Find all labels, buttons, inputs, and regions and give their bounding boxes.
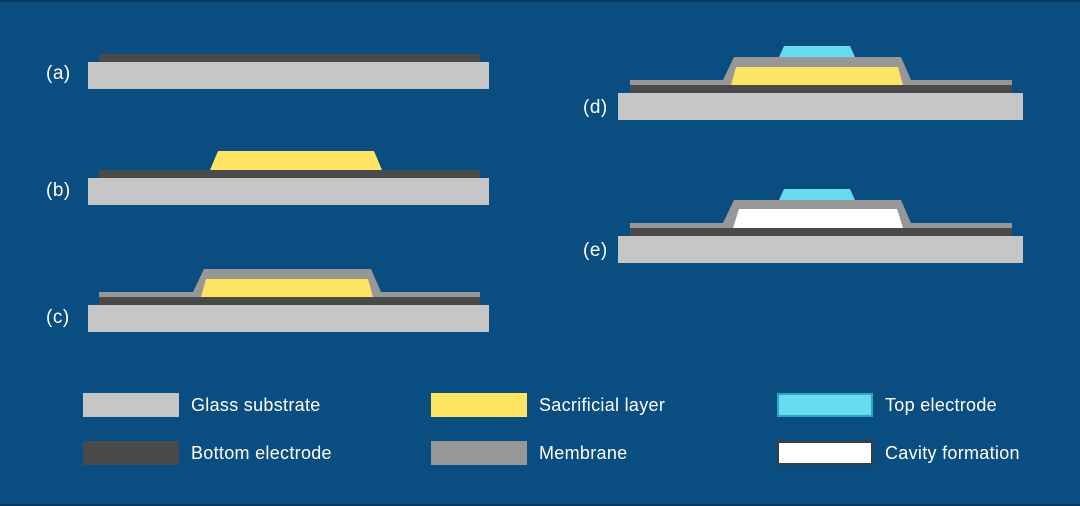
step-b-label: (b)	[46, 180, 71, 201]
legend-label: Bottom electrode	[191, 442, 332, 463]
legend-label: Glass substrate	[191, 394, 321, 415]
legend-item-top-electrode: Top electrode	[777, 393, 997, 417]
bottom-electrode-layer	[630, 85, 1012, 93]
bottom-electrode-layer	[630, 228, 1012, 236]
cavity-formation-swatch	[777, 441, 873, 465]
cavity-layer	[733, 209, 903, 228]
legend-label: Membrane	[539, 442, 628, 463]
step-e-label: (e)	[583, 240, 608, 261]
glass-substrate-layer	[88, 62, 489, 89]
step-a-label: (a)	[46, 63, 71, 84]
sacrificial-layer	[201, 279, 373, 297]
legend-item-bottom-electrode: Bottom electrode	[83, 441, 332, 465]
top-electrode-swatch	[777, 393, 873, 417]
membrane-swatch	[431, 441, 527, 465]
top-edge-line	[0, 0, 1080, 2]
legend-label: Top electrode	[885, 394, 997, 415]
top-electrode-layer	[779, 46, 855, 57]
bottom-electrode-layer	[99, 170, 480, 178]
step-d-label: (d)	[583, 97, 608, 118]
sacrificial-layer	[731, 67, 903, 85]
sacrificial-layer-swatch	[431, 393, 527, 417]
sacrificial-layer	[210, 151, 382, 170]
glass-substrate-layer	[618, 236, 1023, 263]
top-electrode-layer	[779, 189, 855, 200]
glass-substrate-swatch	[83, 393, 179, 417]
step-c-label: (c)	[46, 307, 70, 328]
legend-item-membrane: Membrane	[431, 441, 627, 465]
glass-substrate-layer	[88, 178, 489, 205]
legend-item-cavity-formation: Cavity formation	[777, 441, 1020, 465]
bottom-electrode-layer	[99, 54, 480, 62]
legend-label: Cavity formation	[885, 442, 1020, 463]
bottom-edge-line	[0, 504, 1080, 506]
bottom-electrode-layer	[99, 297, 480, 305]
glass-substrate-layer	[618, 93, 1023, 120]
legend-item-sacrificial-layer: Sacrificial layer	[431, 393, 665, 417]
bottom-electrode-swatch	[83, 441, 179, 465]
glass-substrate-layer	[88, 305, 489, 332]
legend-label: Sacrificial layer	[539, 394, 666, 415]
legend-item-glass-substrate: Glass substrate	[83, 393, 321, 417]
